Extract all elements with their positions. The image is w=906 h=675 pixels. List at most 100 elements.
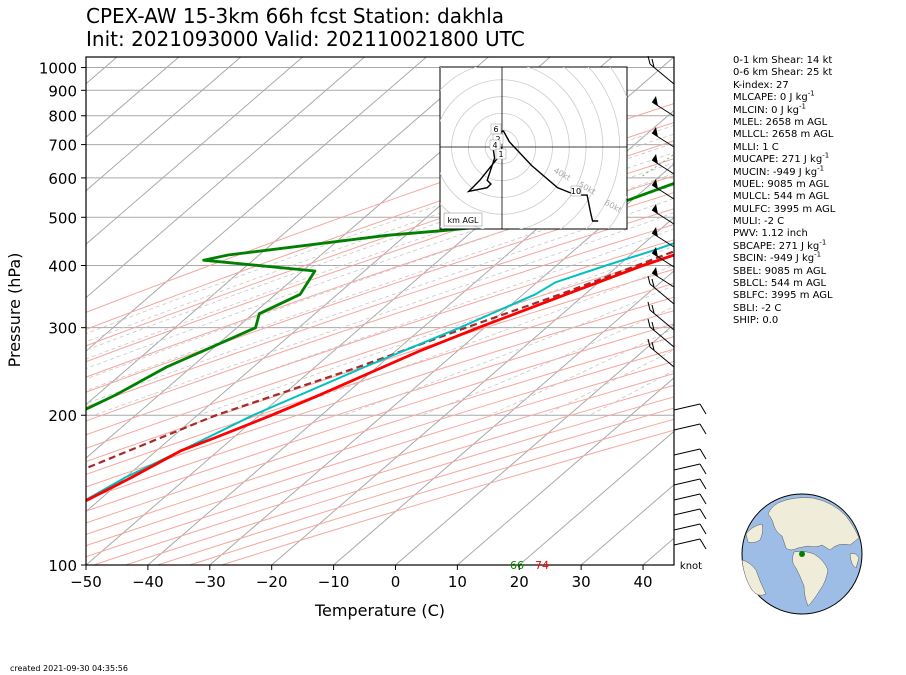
stat-text: MUCIN: -949 J kg <box>733 166 818 178</box>
isotherm-line <box>209 163 674 565</box>
wind-barb-flag <box>699 523 707 535</box>
y-tick-label: 1000 <box>39 60 77 78</box>
stat-text: MUEL: 9085 m AGL <box>733 178 829 190</box>
wind-barb-flag <box>699 508 707 520</box>
dry-adiabat-line <box>86 348 674 535</box>
globe-locator-map <box>741 493 863 615</box>
stat-line: MLCIN: 0 J kg-1 <box>733 102 835 117</box>
wind-barb-flag <box>699 493 707 505</box>
stat-text: SHIP: 0.0 <box>733 315 779 327</box>
axes: −50 −40 −30 −20 −10 0 10 20 30 40 100 200 300 400 500 6… <box>39 60 653 591</box>
moist-adiabat-line <box>94 212 674 416</box>
hodograph-height-box <box>570 185 582 197</box>
x-axis-label: Temperature (C) <box>314 601 445 620</box>
isotherm-line <box>86 57 427 352</box>
stat-line: MUCIN: -949 J kg-1 <box>733 165 835 179</box>
stat-unit-exponent: -1 <box>798 102 806 111</box>
stat-text: MLLI: 1 C <box>733 141 779 153</box>
stat-line: SBCAPE: 271 J kg-1 <box>733 238 835 253</box>
stat-line: K-index: 27 <box>733 80 835 92</box>
wind-barb-pennant <box>652 154 658 164</box>
isotherm-line <box>457 377 674 565</box>
isotherm-line <box>86 57 365 299</box>
y-tick-label: 300 <box>48 320 77 338</box>
stat-text: MULI: -2 C <box>733 216 785 228</box>
wind-barb <box>649 283 675 305</box>
wind-units-label: knot <box>680 561 702 572</box>
y-axis-label: Pressure (hPa) <box>5 253 24 368</box>
dry-adiabat-line <box>86 296 674 488</box>
stat-unit-exponent: -1 <box>814 250 822 259</box>
wind-barb <box>673 523 701 531</box>
hodograph-height-label: 2 <box>495 135 500 144</box>
dry-adiabat-line <box>86 103 674 313</box>
stat-unit-exponent: -1 <box>822 151 830 160</box>
dry-adiabat-line <box>86 323 674 512</box>
y-tick-label: 900 <box>48 82 77 100</box>
stat-text: PWV: 1.12 inch <box>733 228 808 240</box>
stat-text: MLEL: 2658 m AGL <box>733 116 828 128</box>
wind-barb-flag <box>651 321 655 331</box>
stat-line: 0-6 km Shear: 25 kt <box>733 67 835 79</box>
wind-barb-flag <box>651 278 655 288</box>
dry-adiabat-line <box>93 384 674 565</box>
wind-barb-flag <box>647 301 651 311</box>
stat-line: MLEL: 2658 m AGL <box>733 117 835 129</box>
stat-line: MLLCL: 2658 m AGL <box>733 129 835 141</box>
wind-barb-flag <box>651 58 655 68</box>
dry-adiabat-line <box>86 239 674 436</box>
y-tick-label: 700 <box>48 137 77 155</box>
hodograph-height-box <box>489 139 501 151</box>
wind-barb-flag <box>647 55 651 65</box>
stat-line: PWV: 1.12 inch <box>733 228 835 240</box>
stat-text: SBEL: 9085 m AGL <box>733 265 827 277</box>
stat-line: MULI: -2 C <box>733 216 835 228</box>
stat-text: SBCIN: -949 J kg <box>733 253 815 265</box>
dewpoint-profile-line <box>86 181 674 411</box>
stat-text: K-index: 27 <box>733 79 789 91</box>
x-tick-label: 30 <box>572 573 591 591</box>
moist-adiabat-line <box>265 264 674 416</box>
dry-adiabat-line <box>86 268 674 463</box>
isotherm-line <box>395 323 674 565</box>
wind-barb-flag <box>647 275 651 285</box>
x-tick-label: 0 <box>391 573 401 591</box>
dry-adiabat-line <box>86 282 674 475</box>
chart-title: CPEX-AW 15-3km 66h fcst Station: dakhla <box>86 4 505 28</box>
stat-line: SBLCL: 544 m AGL <box>733 278 835 290</box>
wind-barb-flag <box>699 538 707 550</box>
stat-line: 0-1 km Shear: 14 kt <box>733 55 835 67</box>
x-tick-label: 20 <box>510 573 529 591</box>
moist-adiabat-line <box>86 152 674 360</box>
stat-text: SBCAPE: 271 J kg <box>733 240 820 252</box>
wind-barb-pennant <box>652 96 658 106</box>
wind-barbs <box>647 55 707 550</box>
wind-barb-flag <box>699 403 707 415</box>
stat-text: 0-1 km Shear: 14 kt <box>733 55 833 66</box>
wind-barb <box>673 463 701 471</box>
wind-barb-flag <box>647 318 651 328</box>
dry-adiabat-line <box>86 254 674 449</box>
stat-unit-exponent: -1 <box>807 89 815 98</box>
dry-adiabat-line <box>86 191 674 393</box>
y-tick-label: 100 <box>48 557 77 575</box>
hodograph-frame <box>439 66 628 230</box>
dry-adiabat-line <box>86 208 674 408</box>
stat-text: SBLI: -2 C <box>733 302 782 314</box>
parcel-profile-line <box>86 250 674 470</box>
y-tick-label: 500 <box>48 209 77 227</box>
wind-barb-pennant <box>652 227 658 237</box>
stat-text: MLCAPE: 0 J kg <box>733 92 808 104</box>
x-tick-label: −20 <box>256 573 288 591</box>
wind-barb <box>673 403 701 411</box>
station-marker <box>799 551 805 557</box>
wind-barb <box>649 309 675 331</box>
y-tick-label: 400 <box>48 257 77 275</box>
moist-adiabat-line <box>86 184 674 392</box>
wind-barb <box>673 448 701 456</box>
y-tick-label: 600 <box>48 170 77 188</box>
x-tick-label: 40 <box>634 573 653 591</box>
stat-unit-exponent: -1 <box>819 238 827 247</box>
dry-adiabat-line <box>86 336 674 524</box>
wind-barb-flag <box>699 463 707 475</box>
